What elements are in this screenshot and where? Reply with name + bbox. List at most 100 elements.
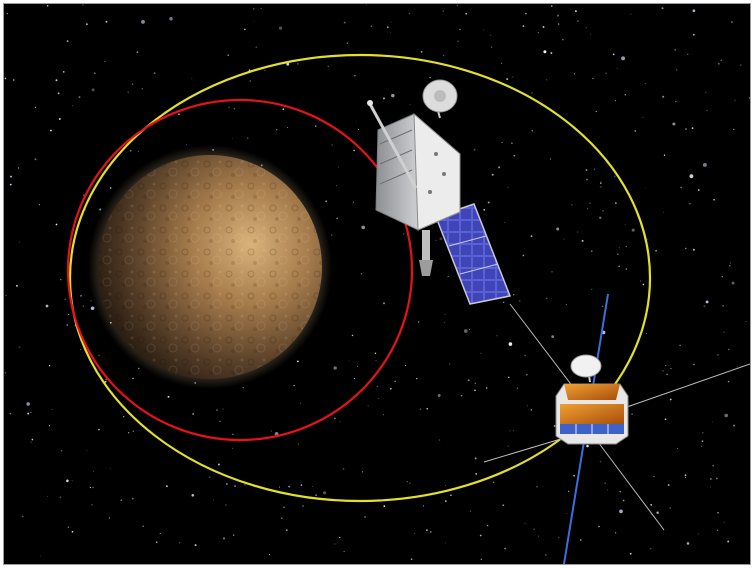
star (123, 416, 125, 418)
star (533, 528, 535, 530)
star (72, 105, 74, 107)
star (417, 321, 420, 323)
star (664, 418, 667, 421)
star (531, 92, 533, 94)
star (108, 517, 110, 519)
star (365, 4, 367, 6)
star (178, 113, 180, 116)
star (285, 529, 288, 531)
star (89, 486, 92, 489)
star (60, 278, 62, 281)
star (677, 448, 678, 449)
star (322, 491, 327, 495)
star (604, 482, 606, 484)
star (282, 108, 285, 111)
star (550, 5, 553, 7)
star (334, 417, 336, 420)
star (346, 42, 349, 44)
star (516, 387, 518, 389)
star (120, 499, 122, 501)
star (646, 333, 647, 335)
star (723, 331, 725, 334)
star (475, 473, 478, 475)
star (490, 46, 493, 48)
star (297, 360, 299, 363)
star (327, 65, 329, 67)
star (705, 91, 707, 94)
star (9, 413, 11, 415)
star (727, 348, 730, 351)
star (141, 20, 145, 24)
star (426, 407, 428, 410)
star (549, 158, 551, 160)
star (680, 186, 682, 189)
star (325, 200, 328, 203)
star (563, 238, 565, 240)
star (530, 409, 532, 411)
star (404, 364, 407, 367)
star (383, 302, 385, 305)
star (286, 62, 290, 66)
star (352, 201, 354, 203)
star (130, 149, 132, 152)
star (536, 486, 538, 488)
star (67, 526, 69, 528)
star (242, 386, 244, 389)
star (702, 162, 707, 167)
star (507, 445, 509, 447)
star (492, 481, 495, 483)
star (689, 202, 691, 205)
star (66, 324, 69, 326)
star (642, 283, 645, 286)
star (469, 510, 471, 512)
star (513, 154, 516, 157)
star (339, 536, 341, 539)
star (55, 223, 58, 226)
star (104, 60, 106, 62)
star (480, 352, 482, 354)
star (642, 117, 644, 119)
star (353, 74, 356, 77)
star (228, 106, 230, 109)
star (504, 221, 506, 224)
star (721, 275, 723, 278)
star (566, 513, 568, 514)
star (391, 93, 395, 98)
star (553, 425, 556, 427)
star (692, 33, 695, 36)
star (430, 531, 432, 533)
star (577, 20, 579, 22)
star (286, 126, 288, 128)
star (336, 217, 338, 219)
star (474, 389, 476, 392)
star (338, 166, 340, 168)
star (98, 428, 100, 431)
star (509, 430, 511, 432)
star (278, 26, 283, 30)
star (40, 555, 41, 557)
star (253, 8, 255, 10)
star (618, 247, 620, 249)
star (378, 398, 380, 399)
star (389, 387, 392, 390)
star (592, 77, 594, 80)
star (705, 300, 709, 304)
star (300, 402, 302, 404)
star (706, 110, 708, 112)
star (745, 321, 747, 323)
star (491, 173, 494, 176)
star (618, 265, 620, 268)
star (86, 450, 88, 452)
star (232, 447, 234, 449)
star (469, 328, 471, 330)
star (390, 21, 392, 23)
star (297, 443, 300, 446)
star (562, 38, 564, 41)
star (655, 249, 658, 252)
star (593, 168, 596, 170)
star (557, 23, 560, 25)
star (601, 180, 602, 182)
star (375, 360, 377, 362)
star (82, 305, 85, 307)
star (169, 17, 173, 21)
